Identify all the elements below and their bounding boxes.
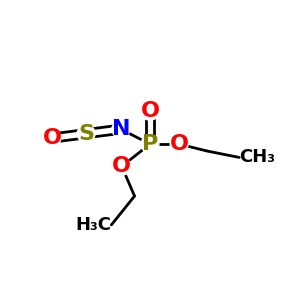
Circle shape	[113, 158, 131, 175]
Circle shape	[170, 135, 188, 153]
Text: H₃C: H₃C	[75, 216, 111, 234]
Text: N: N	[112, 119, 130, 139]
Circle shape	[141, 102, 159, 120]
Circle shape	[112, 120, 130, 138]
Text: O: O	[112, 156, 131, 176]
Text: P: P	[142, 134, 158, 154]
Text: S: S	[78, 124, 94, 144]
Text: O: O	[169, 134, 189, 154]
Circle shape	[141, 135, 159, 153]
Circle shape	[43, 129, 61, 147]
Text: O: O	[140, 101, 160, 122]
Text: O: O	[42, 128, 62, 148]
Text: CH₃: CH₃	[239, 148, 275, 166]
Circle shape	[77, 125, 95, 142]
